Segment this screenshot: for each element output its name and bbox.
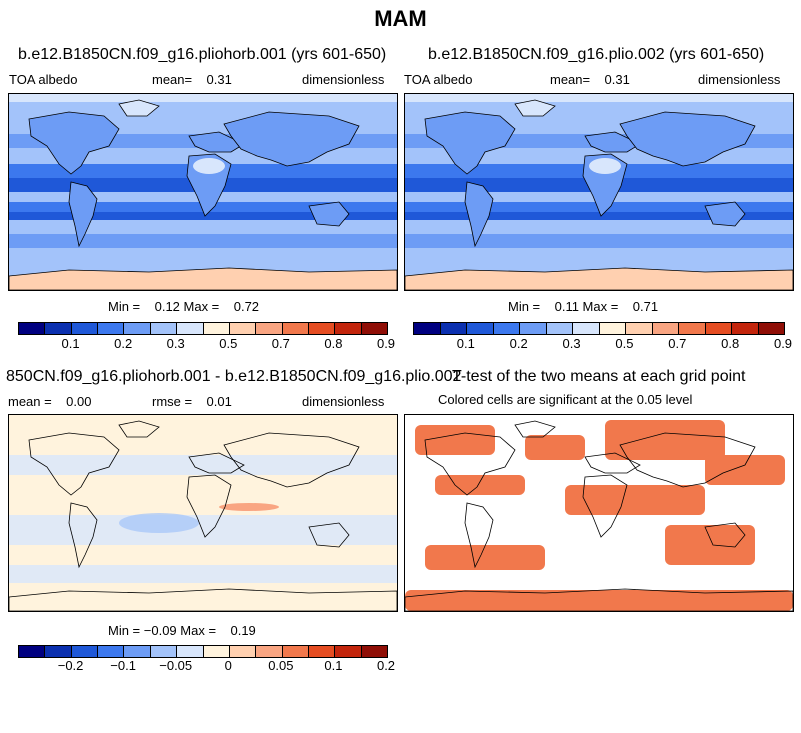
colorbar-cell [546, 323, 573, 334]
colorbar-cell [282, 323, 309, 334]
colorbar-cell [308, 646, 336, 657]
colorbar-tick-label: 0.9 [376, 336, 396, 351]
colorbar-cell [732, 323, 759, 334]
colorbar-cell [98, 323, 125, 334]
colorbar-tick-label: 0.1 [324, 658, 343, 673]
colorbar-cell [467, 323, 494, 334]
colorbar-tick-label: 0.2 [509, 336, 528, 351]
colorbar-cell [758, 323, 784, 334]
panel1-map [8, 93, 398, 291]
panel3-title: 850CN.f09_g16.pliohorb.001 - b.e12.B1850… [6, 368, 462, 385]
panel3-map [8, 414, 398, 612]
colorbar-tick-label: −0.05 [159, 658, 193, 673]
colorbar-cell [124, 646, 151, 657]
colorbar-cell [626, 323, 653, 334]
colorbar-cell [361, 323, 388, 334]
colorbar-cell [414, 323, 441, 334]
colorbar-tick-label: 0.2 [114, 336, 133, 351]
colorbar-cell [45, 323, 72, 334]
colorbar-cell [493, 323, 520, 334]
panel2-mean: mean= 0.31 [550, 72, 630, 87]
colorbar-cell [71, 323, 99, 334]
colorbar-cell [361, 646, 388, 657]
panel2-variable-label: TOA albedo [404, 72, 473, 87]
colorbar-tick-label: 0.05 [268, 658, 294, 673]
panel3-colorbar [18, 645, 388, 658]
colorbar-cell [573, 323, 600, 334]
colorbar-cell [19, 323, 46, 334]
colorbar-cell [679, 323, 706, 334]
colorbar-tick-label: −0.1 [110, 658, 136, 673]
colorbar-cell [98, 646, 125, 657]
colorbar-cell [256, 646, 283, 657]
colorbar-cell [45, 646, 72, 657]
panel4-subtitle: Colored cells are significant at the 0.0… [438, 392, 693, 407]
colorbar-tick-label: 0.8 [721, 336, 740, 351]
colorbar-cell [229, 323, 257, 334]
panel3-mean: mean = 0.00 [8, 394, 92, 409]
colorbar-cell [705, 323, 732, 334]
panel1-units: dimensionless [302, 72, 385, 87]
panel2-title: b.e12.B1850CN.f09_g16.plio.002 (yrs 601-… [428, 46, 765, 63]
colorbar-cell [599, 323, 626, 334]
colorbar-cell [282, 646, 309, 657]
colorbar-cell [19, 646, 46, 657]
panel3-minmax: Min = −0.09 Max = 0.19 [108, 623, 256, 638]
panel1-mean: mean= 0.31 [152, 72, 232, 87]
colorbar-tick-label: 0.5 [219, 336, 238, 351]
colorbar-cell [335, 323, 362, 334]
colorbar-cell [150, 646, 178, 657]
colorbar-tick-label: 0.2 [376, 658, 396, 673]
panel3-units: dimensionless [302, 394, 385, 409]
figure-title: MAM [374, 6, 427, 31]
panel3-rmse: rmse = 0.01 [152, 394, 232, 409]
panel4-map [404, 414, 794, 612]
panel2-map [404, 93, 794, 291]
colorbar-cell [440, 323, 467, 334]
colorbar-cell [256, 323, 283, 334]
colorbar-tick-label: 0.7 [271, 336, 290, 351]
colorbar-cell [203, 646, 230, 657]
colorbar-cell [71, 646, 99, 657]
panel2-colorbar [413, 322, 785, 335]
colorbar-cell [308, 323, 336, 334]
colorbar-tick-label: 0.1 [456, 336, 475, 351]
panel1-colorbar [18, 322, 388, 335]
panel1-variable-label: TOA albedo [9, 72, 78, 87]
panel2-units: dimensionless [698, 72, 781, 87]
colorbar-cell [652, 323, 679, 334]
colorbar-cell [335, 646, 362, 657]
panel4-title: T-test of the two means at each grid poi… [452, 368, 746, 385]
panel1-title: b.e12.B1850CN.f09_g16.pliohorb.001 (yrs … [18, 46, 387, 63]
colorbar-tick-label: 0.8 [324, 336, 343, 351]
colorbar-cell [177, 323, 204, 334]
colorbar-tick-label: 0 [224, 658, 232, 673]
colorbar-cell [229, 646, 257, 657]
panel1-minmax: Min = 0.12 Max = 0.72 [108, 299, 260, 314]
colorbar-tick-label: 0.3 [562, 336, 581, 351]
colorbar-tick-label: 0.5 [615, 336, 634, 351]
colorbar-cell [520, 323, 547, 334]
colorbar-tick-label: 0.9 [773, 336, 793, 351]
colorbar-tick-label: −0.2 [57, 658, 84, 673]
colorbar-tick-label: 0.1 [61, 336, 80, 351]
colorbar-cell [203, 323, 230, 334]
colorbar-cell [177, 646, 204, 657]
colorbar-tick-label: 0.3 [166, 336, 185, 351]
colorbar-cell [150, 323, 178, 334]
colorbar-cell [124, 323, 151, 334]
colorbar-tick-label: 0.7 [668, 336, 687, 351]
panel2-minmax: Min = 0.11 Max = 0.71 [508, 299, 659, 314]
